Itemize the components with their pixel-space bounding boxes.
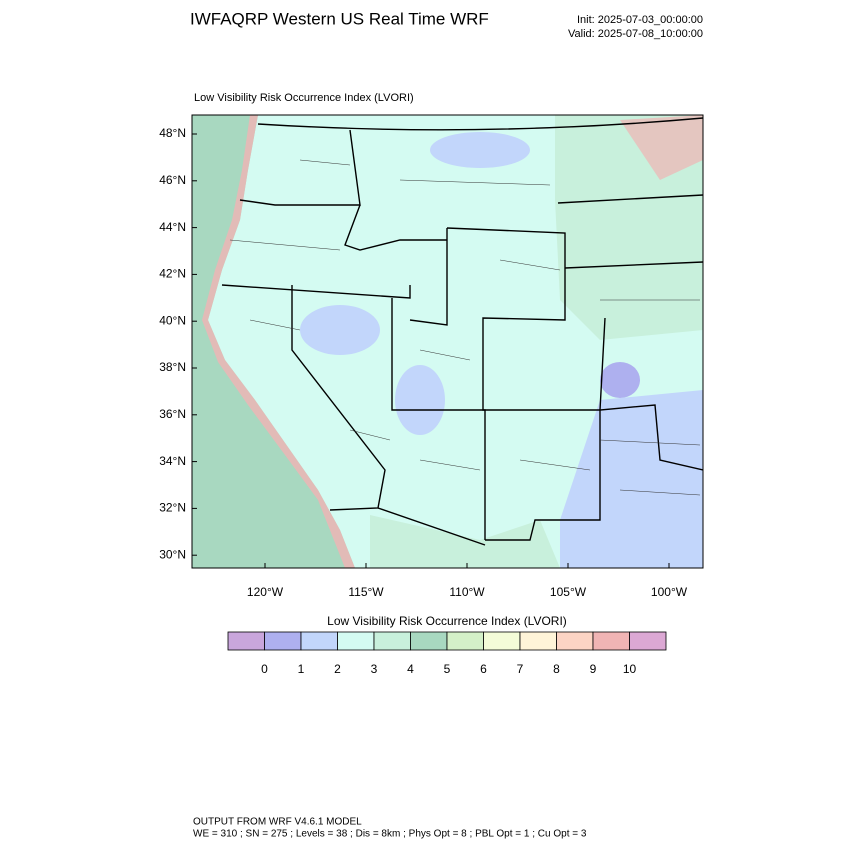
lon-label: 100°W <box>651 585 688 599</box>
colorbar-label: 9 <box>590 662 597 676</box>
lat-label: 44°N <box>159 220 186 234</box>
colorbar-label: 10 <box>623 662 637 676</box>
lon-label: 110°W <box>449 585 485 599</box>
map <box>192 115 703 568</box>
colorbar-label: 7 <box>517 662 524 676</box>
footer-line: OUTPUT FROM WRF V4.6.1 MODEL <box>193 817 362 828</box>
colorbar-title: Low Visibility Risk Occurrence Index (LV… <box>327 614 567 628</box>
header-title: IWFAQRP Western US Real Time WRF <box>190 9 489 28</box>
map-title: Low Visibility Risk Occurrence Index (LV… <box>194 92 414 104</box>
colorbar-box <box>227 631 265 651</box>
colorbar-label: 1 <box>298 662 305 676</box>
colorbar-box <box>519 631 557 651</box>
colorbar-box <box>556 631 594 651</box>
colorbar-box <box>629 631 667 651</box>
colorbar-box <box>337 631 375 651</box>
lat-label: 30°N <box>159 547 186 561</box>
colorbar-box <box>410 631 448 651</box>
colorbar-box <box>264 631 302 651</box>
lat-label: 46°N <box>159 173 186 187</box>
lat-label: 32°N <box>159 501 186 515</box>
colorbar-label: 5 <box>444 662 451 676</box>
colorbar-label: 3 <box>371 662 378 676</box>
lon-label: 105°W <box>550 585 587 599</box>
colorbar-label: 0 <box>261 662 268 676</box>
lat-label: 38°N <box>159 360 186 374</box>
colorbar-label: 4 <box>407 662 414 676</box>
colorbar-box <box>373 631 411 651</box>
colorbar-label: 2 <box>334 662 341 676</box>
colorbar-label: 8 <box>553 662 560 676</box>
lon-label: 120°W <box>247 585 284 599</box>
map-frame <box>191 114 704 569</box>
init-time: Init: 2025-07-03_00:00:00 <box>577 14 703 26</box>
lat-label: 40°N <box>159 313 186 327</box>
colorbar-label: 6 <box>480 662 487 676</box>
lon-label: 115°W <box>348 585 384 599</box>
lat-label: 36°N <box>159 407 186 421</box>
lat-label: 34°N <box>159 454 186 468</box>
valid-time: Valid: 2025-07-08_10:00:00 <box>568 28 703 40</box>
lat-label: 48°N <box>159 126 186 140</box>
footer-line: WE = 310 ; SN = 275 ; Levels = 38 ; Dis … <box>193 829 587 840</box>
colorbar-box <box>592 631 630 651</box>
lat-label: 42°N <box>159 267 186 281</box>
colorbar-box <box>483 631 521 651</box>
colorbar-box <box>446 631 484 651</box>
colorbar-box <box>300 631 338 651</box>
